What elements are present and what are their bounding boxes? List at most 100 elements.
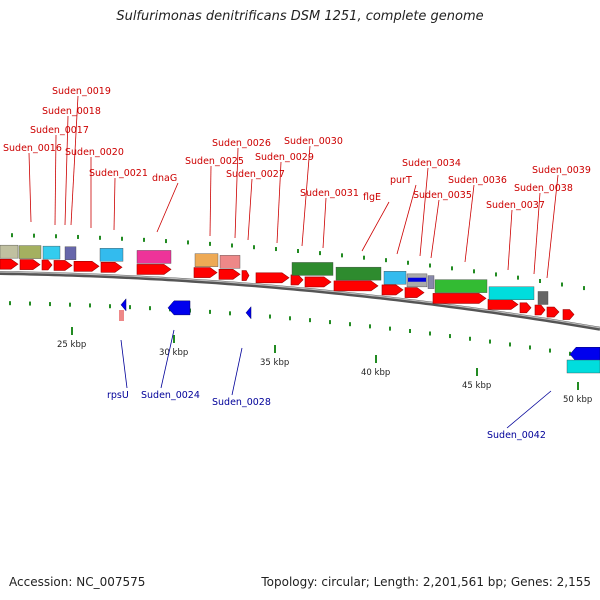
forward-cds-arrow [0, 258, 19, 270]
forward-cds-arrow [519, 302, 532, 314]
forward-gene-label: Suden_0027 [226, 169, 285, 180]
forward-label-leader [276, 161, 282, 244]
forward-cds-arrow [487, 299, 519, 310]
page-title: Sulfurimonas denitrificans DSM 1251, com… [116, 9, 484, 24]
forward-cds-arrow [73, 260, 100, 272]
forward-cds-arrow [404, 287, 425, 298]
forward-cds-arrow [218, 269, 241, 280]
reverse-cds-arrow [120, 298, 127, 312]
forward-cds-arrow [241, 270, 250, 281]
forward-cds-arrow [136, 264, 172, 275]
forward-label-leader [507, 209, 513, 271]
forward-cds-arrow [562, 309, 575, 320]
cds-domain-box [434, 279, 488, 293]
reverse-domain-box [119, 310, 124, 321]
cds-domain-box [427, 275, 435, 289]
forward-label-leader [301, 145, 311, 247]
domain-marker [408, 277, 426, 282]
cds-domain-box [537, 291, 549, 305]
forward-gene-label: Suden_0016 [3, 143, 62, 154]
scale-label: 25 kbp [57, 340, 86, 350]
reverse-label-leader [160, 329, 175, 389]
forward-label-leader [396, 184, 417, 255]
forward-cds-arrow [255, 272, 290, 284]
forward-cds-arrow [534, 304, 546, 316]
forward-gene-label: Suden_0017 [30, 125, 89, 136]
forward-cds-arrow [41, 259, 53, 271]
forward-label-leader [361, 201, 390, 252]
forward-cds-arrow [193, 267, 218, 278]
forward-gene-label: Suden_0035 [413, 190, 472, 201]
reverse-gene-label: Suden_0028 [212, 397, 271, 408]
reverse-gene-label: Suden_0024 [141, 390, 200, 401]
forward-gene-label: Suden_0030 [284, 136, 343, 147]
reverse-cds-arrow [245, 306, 252, 320]
forward-cds-arrow [53, 260, 73, 271]
forward-gene-label: Suden_0039 [532, 165, 591, 176]
forward-label-leader [209, 165, 212, 237]
forward-gene-label: dnaG [152, 173, 177, 184]
reverse-gene-label: Suden_0042 [487, 430, 546, 441]
reverse-label-leader [506, 390, 552, 429]
forward-label-leader [533, 192, 541, 275]
forward-label-leader [419, 167, 429, 257]
cds-domain-box [64, 246, 77, 260]
topology-label: Topology: circular; Length: 2,201,561 bp… [261, 575, 591, 589]
forward-gene-label: Suden_0037 [486, 200, 545, 211]
forward-cds-arrow [304, 276, 332, 288]
cds-domain-box [219, 255, 241, 269]
cds-domain-box [136, 250, 172, 264]
forward-label-leader [234, 147, 239, 239]
forward-cds-arrow [290, 274, 304, 286]
forward-label-leader [54, 134, 57, 226]
reverse-cds-arrow [569, 347, 600, 362]
forward-gene-label: flgE [363, 192, 381, 203]
forward-gene-label: Suden_0031 [300, 188, 359, 199]
forward-cds-arrow [432, 293, 487, 304]
accession-label: Accession: NC_007575 [9, 575, 146, 589]
scale-label: 40 kbp [361, 368, 390, 378]
cds-domain-box [18, 245, 42, 259]
forward-label-leader [64, 115, 69, 226]
cds-domain-box [488, 286, 535, 300]
cds-domain-box [99, 248, 124, 262]
reverse-label-leader [231, 347, 243, 396]
forward-gene-label: Suden_0034 [402, 158, 461, 169]
genome-backbone [0, 271, 600, 331]
reverse-cds-arrow [167, 300, 191, 316]
cds-domain-box [291, 262, 334, 276]
forward-gene-label: Suden_0025 [185, 156, 244, 167]
scale-label: 30 kbp [159, 348, 188, 358]
scale-label: 35 kbp [260, 358, 289, 368]
scale-label: 50 kbp [563, 395, 592, 405]
forward-label-leader [546, 174, 559, 279]
forward-label-leader [113, 177, 116, 231]
reverse-label-leader [120, 339, 128, 389]
forward-gene-label: Suden_0029 [255, 152, 314, 163]
cds-domain-box [335, 266, 382, 281]
forward-gene-label: Suden_0021 [89, 168, 148, 179]
backbone-highlight [0, 271, 600, 329]
forward-gene-label: Suden_0019 [52, 86, 111, 97]
forward-label-leader [156, 182, 179, 233]
cds-domain-box [194, 253, 219, 267]
forward-gene-label: Suden_0020 [65, 147, 124, 158]
forward-label-leader [322, 197, 327, 249]
forward-cds-arrow [100, 262, 123, 273]
cds-domain-box [383, 271, 407, 285]
scale-label: 45 kbp [462, 381, 491, 391]
forward-gene-label: Suden_0018 [42, 106, 101, 117]
forward-cds-arrow [19, 259, 41, 270]
forward-gene-label: Suden_0026 [212, 138, 271, 149]
forward-label-leader [247, 178, 253, 241]
forward-cds-arrow [546, 306, 560, 318]
forward-cds-arrow [381, 284, 404, 296]
forward-label-leader [70, 95, 79, 226]
forward-label-leader [28, 152, 32, 223]
forward-gene-label: Suden_0038 [514, 183, 573, 194]
forward-gene-label: Suden_0036 [448, 175, 507, 186]
cds-domain-box [42, 245, 61, 260]
forward-label-leader [430, 199, 440, 259]
reverse-gene-label: rpsU [107, 390, 129, 401]
